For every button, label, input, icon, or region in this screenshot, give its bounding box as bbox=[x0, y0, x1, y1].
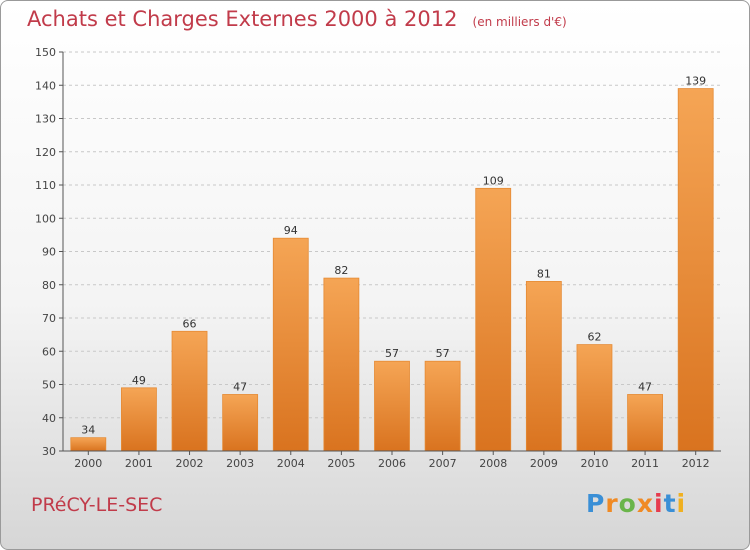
y-tick-label: 40 bbox=[42, 412, 56, 425]
logo-letter: x bbox=[636, 489, 654, 518]
data-label-2001: 49 bbox=[132, 374, 146, 387]
y-tick-label: 150 bbox=[35, 46, 56, 59]
title-block: Achats et Charges Externes 2000 à 2012 (… bbox=[27, 7, 567, 31]
logo-letter: i bbox=[676, 489, 687, 518]
x-tick-label-2001: 2001 bbox=[125, 457, 153, 470]
bar-2003 bbox=[222, 394, 259, 452]
data-label-2005: 82 bbox=[334, 264, 348, 277]
y-tick-label: 90 bbox=[42, 246, 56, 259]
data-label-2006: 57 bbox=[385, 347, 399, 360]
bar-2005 bbox=[323, 277, 360, 452]
y-tick-label: 30 bbox=[42, 445, 56, 458]
logo-letter: i bbox=[654, 489, 664, 518]
data-label-2008: 109 bbox=[483, 174, 504, 187]
y-tick-label: 130 bbox=[35, 113, 56, 126]
proxiti-logo: Proxiti bbox=[586, 489, 686, 518]
logo-letter: o bbox=[618, 489, 637, 518]
commune-name: PRéCY-LE-SEC bbox=[31, 494, 163, 516]
bar-2000 bbox=[70, 437, 107, 452]
data-label-2004: 94 bbox=[284, 224, 298, 237]
data-label-2010: 62 bbox=[587, 331, 601, 344]
bar-2001 bbox=[121, 387, 157, 452]
logo-letter: t bbox=[663, 489, 677, 518]
data-label-2003: 47 bbox=[233, 380, 247, 393]
x-tick-label-2007: 2007 bbox=[429, 457, 457, 470]
logo-letter: r bbox=[605, 489, 619, 518]
data-label-2011: 47 bbox=[638, 380, 652, 393]
bar-2007 bbox=[424, 360, 461, 452]
y-tick-label: 60 bbox=[42, 345, 56, 358]
x-tick-label-2009: 2009 bbox=[530, 457, 558, 470]
y-tick-label: 110 bbox=[35, 179, 56, 192]
bar-2012 bbox=[677, 88, 714, 452]
y-tick-label: 70 bbox=[42, 312, 56, 325]
x-tick-label-2005: 2005 bbox=[327, 457, 355, 470]
bar-2009 bbox=[525, 281, 562, 452]
y-tick-label: 140 bbox=[35, 79, 56, 92]
x-tick-label-2012: 2012 bbox=[682, 457, 710, 470]
bar-2011 bbox=[627, 394, 663, 452]
chart-title: Achats et Charges Externes 2000 à 2012 bbox=[27, 7, 458, 31]
bar-2006 bbox=[374, 360, 410, 452]
y-tick-label: 120 bbox=[35, 146, 56, 159]
logo-letter: P bbox=[586, 489, 606, 518]
x-tick-label-2004: 2004 bbox=[277, 457, 305, 470]
data-label-2002: 66 bbox=[183, 317, 197, 330]
x-tick-label-2003: 2003 bbox=[226, 457, 254, 470]
x-tick-label-2008: 2008 bbox=[479, 457, 507, 470]
data-label-2009: 81 bbox=[537, 267, 551, 280]
data-label-2000: 34 bbox=[81, 424, 95, 437]
x-tick-label-2006: 2006 bbox=[378, 457, 406, 470]
y-tick-label: 80 bbox=[42, 279, 56, 292]
x-tick-label-2011: 2011 bbox=[631, 457, 659, 470]
bar-2002 bbox=[171, 330, 208, 452]
bar-2010 bbox=[576, 344, 613, 452]
data-label-2012: 139 bbox=[685, 75, 706, 88]
x-tick-label-2002: 2002 bbox=[176, 457, 204, 470]
bar-2004 bbox=[272, 237, 309, 452]
data-label-2007: 57 bbox=[436, 347, 450, 360]
chart-subtitle: (en milliers d'€) bbox=[472, 15, 567, 29]
x-tick-label-2010: 2010 bbox=[580, 457, 608, 470]
y-tick-label: 50 bbox=[42, 379, 56, 392]
x-tick-label-2000: 2000 bbox=[74, 457, 102, 470]
y-tick-label: 100 bbox=[35, 212, 56, 225]
bar-2008 bbox=[475, 187, 512, 452]
